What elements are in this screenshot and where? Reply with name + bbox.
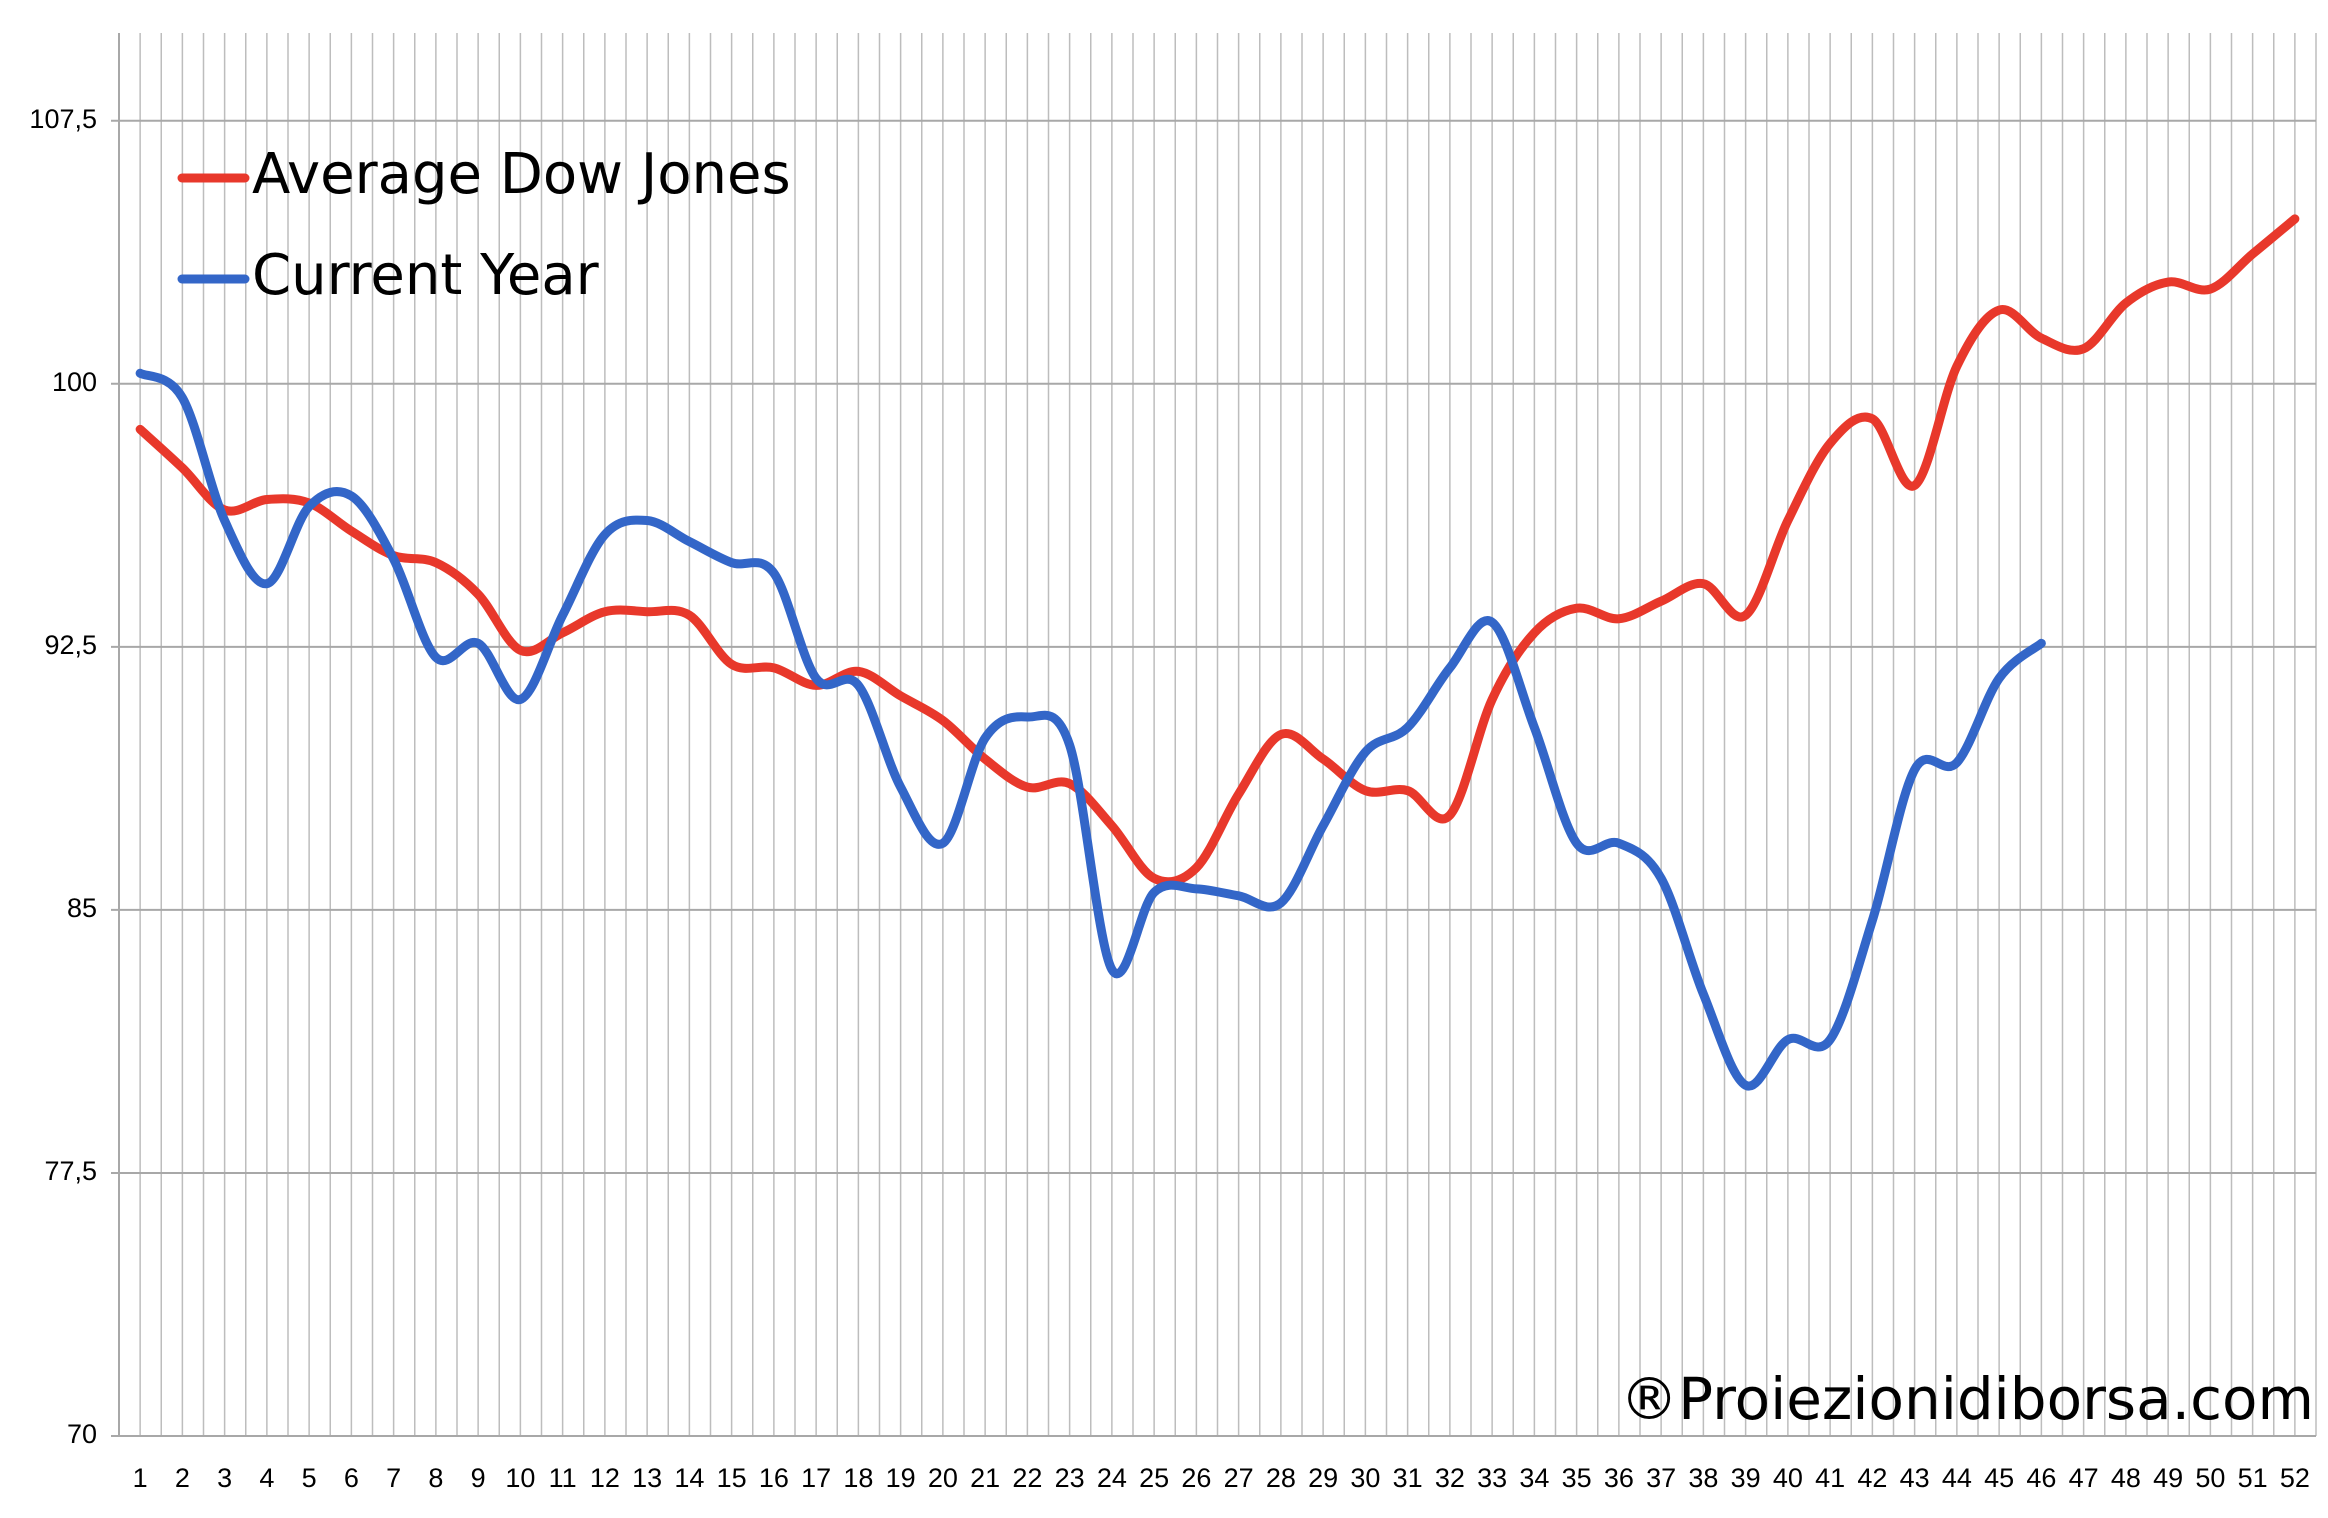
x-tick-label: 18 xyxy=(843,1463,873,1493)
x-tick-label: 28 xyxy=(1266,1463,1296,1493)
x-tick-label: 43 xyxy=(1900,1463,1930,1493)
x-tick-label: 26 xyxy=(1181,1463,1211,1493)
x-tick-label: 11 xyxy=(549,1463,577,1493)
y-tick-label: 77,5 xyxy=(44,1156,97,1186)
y-tick-label: 70 xyxy=(67,1419,97,1449)
series-line xyxy=(135,214,2300,887)
x-tick-label: 10 xyxy=(505,1463,535,1493)
x-tick-label: 47 xyxy=(2069,1463,2099,1493)
x-tick-label: 23 xyxy=(1055,1463,1085,1493)
x-tick-label: 2 xyxy=(175,1463,190,1493)
x-tick-label: 1 xyxy=(133,1463,148,1493)
x-tick-label: 9 xyxy=(471,1463,486,1493)
x-tick-label: 41 xyxy=(1815,1463,1845,1493)
x-tick-label: 6 xyxy=(344,1463,359,1493)
x-tick-label: 51 xyxy=(2238,1463,2268,1493)
x-tick-label: 34 xyxy=(1519,1463,1549,1493)
x-tick-label: 48 xyxy=(2111,1463,2141,1493)
y-tick-label: 92,5 xyxy=(44,630,97,660)
y-tick-label: 100 xyxy=(52,367,97,397)
x-tick-label: 44 xyxy=(1942,1463,1972,1493)
x-tick-label: 38 xyxy=(1688,1463,1718,1493)
x-tick-label: 7 xyxy=(386,1463,401,1493)
legend-label: Average Dow Jones xyxy=(252,142,791,207)
x-tick-label: 13 xyxy=(632,1463,662,1493)
x-tick-label: 15 xyxy=(717,1463,747,1493)
x-tick-label: 24 xyxy=(1097,1463,1127,1493)
x-tick-label: 39 xyxy=(1731,1463,1761,1493)
x-tick-label: 42 xyxy=(1857,1463,1887,1493)
x-tick-label: 50 xyxy=(2195,1463,2225,1493)
x-tick-label: 27 xyxy=(1224,1463,1254,1493)
x-tick-label: 31 xyxy=(1393,1463,1423,1493)
x-tick-label: 16 xyxy=(759,1463,789,1493)
y-tick-label: 107,5 xyxy=(29,104,97,134)
x-tick-label: 40 xyxy=(1773,1463,1803,1493)
x-tick-label: 30 xyxy=(1350,1463,1380,1493)
x-tick-label: 35 xyxy=(1562,1463,1592,1493)
x-tick-label: 33 xyxy=(1477,1463,1507,1493)
watermark: ®Proiezionidiborsa.com xyxy=(1620,1365,2314,1433)
x-tick-label: 5 xyxy=(302,1463,317,1493)
x-tick-label: 21 xyxy=(970,1463,1000,1493)
x-tick-label: 52 xyxy=(2280,1463,2310,1493)
x-tick-label: 29 xyxy=(1308,1463,1338,1493)
x-tick-label: 12 xyxy=(590,1463,620,1493)
x-tick-label: 45 xyxy=(1984,1463,2014,1493)
x-tick-label: 49 xyxy=(2153,1463,2183,1493)
x-tick-label: 46 xyxy=(2026,1463,2056,1493)
x-tick-label: 3 xyxy=(217,1463,232,1493)
x-tick-label: 14 xyxy=(674,1463,704,1493)
x-tick-label: 22 xyxy=(1012,1463,1042,1493)
x-tick-label: 32 xyxy=(1435,1463,1465,1493)
x-tick-label: 20 xyxy=(928,1463,958,1493)
x-tick-label: 17 xyxy=(801,1463,831,1493)
x-tick-label: 36 xyxy=(1604,1463,1634,1493)
x-tick-label: 4 xyxy=(259,1463,274,1493)
x-tick-label: 19 xyxy=(886,1463,916,1493)
legend-label: Current Year xyxy=(252,243,600,308)
x-tick-label: 25 xyxy=(1139,1463,1169,1493)
x-tick-label: 37 xyxy=(1646,1463,1676,1493)
y-tick-label: 85 xyxy=(67,893,97,923)
x-tick-label: 8 xyxy=(428,1463,443,1493)
series-line xyxy=(135,368,2046,1091)
